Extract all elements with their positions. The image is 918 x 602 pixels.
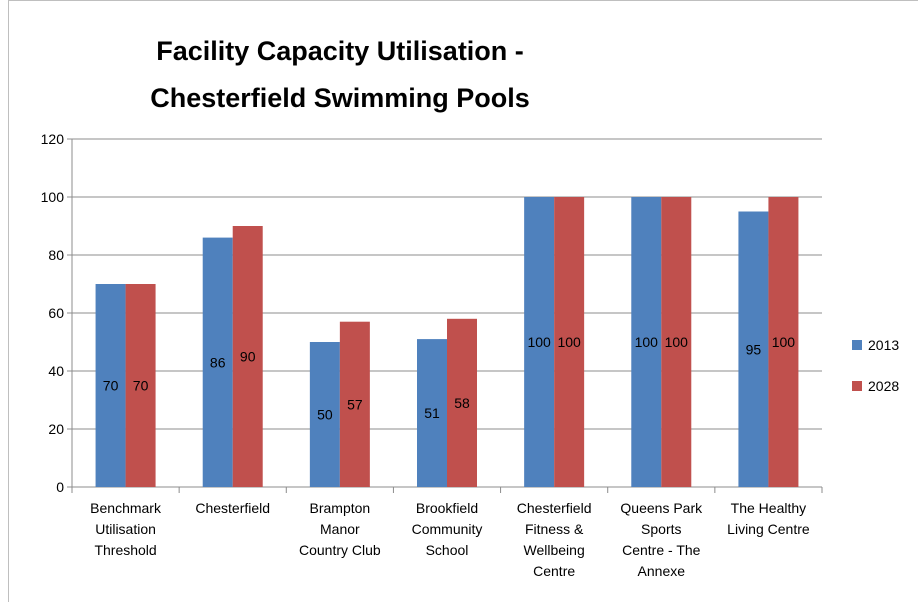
x-tick-label: Brookfield Community School [412, 500, 483, 558]
x-tick-label: Brampton Manor Country Club [299, 500, 381, 558]
data-label: 100 [635, 334, 659, 350]
bar [738, 211, 769, 487]
bar [125, 284, 156, 487]
y-tick-label: 80 [48, 247, 64, 263]
legend-swatch [852, 340, 862, 350]
x-tick-label: Chesterfield Fitness & Wellbeing Centre [517, 500, 592, 579]
x-tick-label: Queens Park Sports Centre - The Annexe [620, 500, 703, 579]
data-label: 70 [103, 378, 119, 394]
bar [339, 321, 370, 487]
y-tick-label: 60 [48, 305, 64, 321]
data-label: 86 [210, 354, 226, 370]
data-label: 95 [746, 341, 762, 357]
legend-label: 2028 [868, 378, 899, 394]
data-label: 100 [772, 334, 796, 350]
x-tick-label: Benchmark Utilisation Threshold [90, 500, 162, 558]
legend-label: 2013 [868, 337, 899, 353]
y-tick-label: 100 [41, 189, 65, 205]
bar [232, 226, 263, 487]
y-tick-label: 0 [56, 479, 64, 495]
bar [524, 197, 555, 487]
bar [417, 339, 447, 487]
data-label: 100 [665, 334, 689, 350]
data-label: 70 [133, 378, 149, 394]
x-tick-label: The Healthy Living Centre [727, 500, 810, 537]
bar [309, 342, 340, 487]
bar [95, 284, 126, 487]
y-tick-label: 20 [48, 421, 64, 437]
bar [447, 318, 477, 487]
bar [202, 237, 233, 487]
y-tick-label: 120 [41, 131, 65, 147]
y-tick-label: 40 [48, 363, 64, 379]
data-label: 50 [317, 407, 333, 423]
bar [768, 197, 799, 487]
bar [631, 197, 662, 487]
data-label: 57 [347, 396, 363, 412]
legend-swatch [852, 381, 862, 391]
data-label: 58 [454, 395, 470, 411]
x-tick-label: Chesterfield [195, 500, 270, 516]
bar [661, 197, 692, 487]
data-label: 100 [557, 334, 581, 350]
chart-title: Facility Capacity Utilisation -Chesterfi… [150, 36, 530, 113]
bar [554, 197, 585, 487]
data-label: 90 [240, 349, 256, 365]
data-label: 51 [424, 405, 440, 421]
data-label: 100 [527, 334, 551, 350]
